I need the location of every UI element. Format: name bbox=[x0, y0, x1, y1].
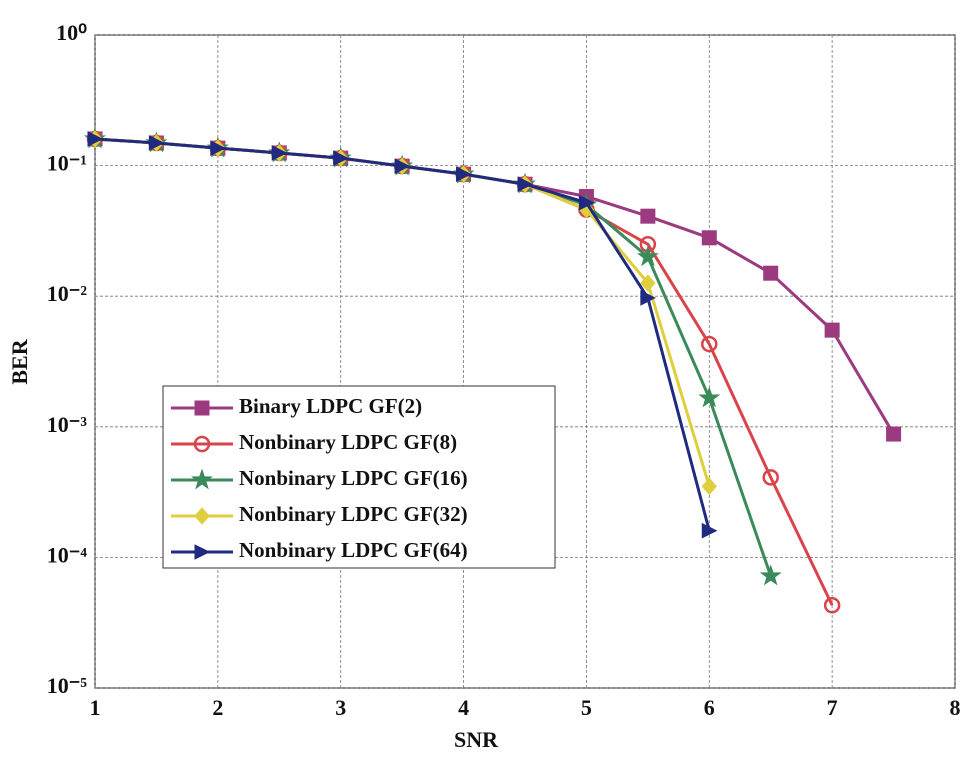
legend-label: Nonbinary LDPC GF(16) bbox=[239, 466, 468, 490]
marker bbox=[578, 194, 595, 211]
y-tick-label: 10⁻² bbox=[47, 281, 88, 306]
y-axis-label: BER bbox=[7, 338, 32, 384]
x-tick-label: 4 bbox=[458, 695, 469, 720]
x-tick-label: 3 bbox=[335, 695, 346, 720]
marker bbox=[823, 597, 841, 614]
y-tick-label: 10⁰ bbox=[56, 20, 87, 45]
marker bbox=[701, 335, 718, 353]
marker bbox=[762, 469, 779, 486]
marker bbox=[636, 245, 659, 267]
y-tick-label: 10⁻⁵ bbox=[47, 673, 88, 698]
y-tick-label: 10⁻⁴ bbox=[47, 542, 88, 567]
legend-marker bbox=[191, 468, 213, 490]
marker bbox=[763, 265, 779, 281]
marker bbox=[759, 564, 782, 586]
marker bbox=[701, 230, 717, 246]
x-tick-label: 5 bbox=[581, 695, 592, 720]
legend-marker bbox=[193, 435, 211, 453]
legend-marker bbox=[194, 400, 210, 416]
marker bbox=[701, 522, 718, 539]
marker bbox=[824, 322, 840, 338]
legend-marker bbox=[194, 507, 210, 525]
x-tick-label: 8 bbox=[950, 695, 961, 720]
legend-marker bbox=[194, 544, 211, 560]
legend-label: Binary LDPC GF(2) bbox=[239, 394, 422, 418]
marker bbox=[394, 158, 411, 174]
legend-box bbox=[162, 385, 556, 569]
y-tick-label: 10⁻³ bbox=[47, 412, 88, 437]
marker bbox=[333, 150, 349, 166]
marker bbox=[517, 176, 534, 193]
marker bbox=[456, 166, 472, 182]
x-tick-label: 2 bbox=[212, 695, 223, 720]
marker bbox=[886, 426, 902, 442]
x-tick-label: 7 bbox=[827, 695, 838, 720]
marker bbox=[640, 274, 656, 292]
marker bbox=[698, 386, 721, 408]
marker bbox=[640, 208, 656, 224]
marker bbox=[640, 290, 656, 306]
legend-label: Nonbinary LDPC GF(64) bbox=[239, 538, 468, 562]
legend-label: Nonbinary LDPC GF(32) bbox=[239, 502, 468, 526]
x-tick-label: 1 bbox=[90, 695, 101, 720]
legend-label: Nonbinary LDPC GF(8) bbox=[239, 430, 457, 454]
x-tick-label: 6 bbox=[704, 695, 715, 720]
marker bbox=[701, 477, 717, 496]
x-axis-label: SNR bbox=[454, 727, 499, 752]
marker bbox=[87, 131, 104, 147]
marker bbox=[271, 145, 288, 161]
y-tick-label: 10⁻¹ bbox=[47, 151, 87, 176]
marker bbox=[148, 135, 165, 151]
marker bbox=[210, 140, 226, 156]
